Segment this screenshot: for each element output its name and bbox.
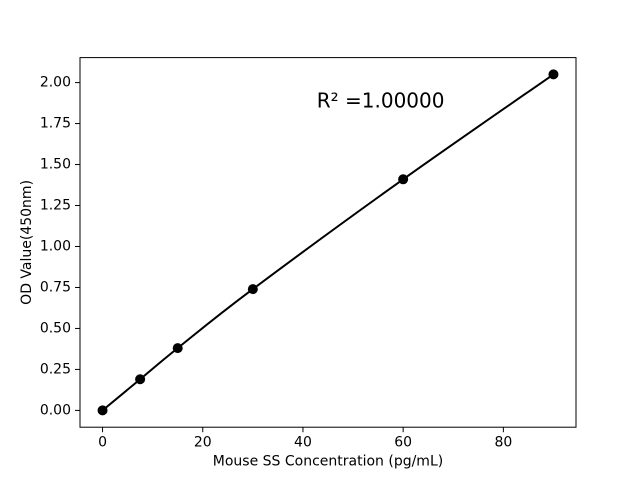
data-point	[398, 174, 409, 185]
x-tick-label: 0	[98, 435, 107, 451]
chart-plot-area: 0 20 40 60 80 0.00 0.25 0.50 0.75 1.00 1.25 1.50 1.7…	[40, 57, 577, 451]
data-point	[172, 343, 183, 354]
axes-spines	[79, 57, 577, 428]
y-axis-label: OD Value(450nm)	[19, 180, 35, 305]
y-tick-label: 0.50	[40, 320, 71, 336]
y-tick-label: 2.00	[40, 75, 71, 91]
y-tick-label: 0.75	[40, 279, 71, 295]
y-tick-label: 0.00	[40, 402, 71, 418]
x-tick-label: 60	[394, 435, 412, 451]
y-tick-label: 1.00	[40, 238, 71, 254]
y-tick-label: 1.50	[40, 157, 71, 173]
data-point	[548, 69, 559, 80]
x-tick-label: 20	[194, 435, 212, 451]
y-tick-label: 0.25	[40, 361, 71, 377]
data-point	[97, 405, 108, 416]
data-point	[247, 284, 258, 295]
x-axis-label: Mouse SS Concentration (pg/mL)	[213, 454, 443, 470]
x-tick-label: 80	[494, 435, 512, 451]
y-tick-label: 1.25	[40, 198, 71, 214]
r-squared-annotation: R² =1.00000	[317, 89, 445, 113]
data-point	[135, 374, 146, 385]
y-tick-label: 1.75	[40, 116, 71, 132]
fit-curve-line	[101, 73, 555, 412]
x-tick-label: 40	[294, 435, 312, 451]
